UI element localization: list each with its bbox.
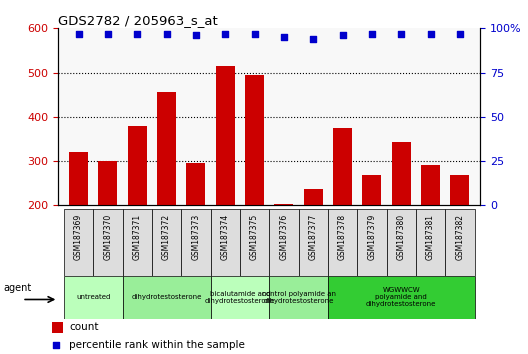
Text: GSM187371: GSM187371: [133, 214, 142, 260]
Point: [250, 31, 259, 36]
Point: [427, 31, 435, 36]
Text: GSM187378: GSM187378: [338, 214, 347, 260]
Bar: [269, 276, 328, 319]
Text: GSM187379: GSM187379: [367, 214, 376, 261]
Bar: [152, 209, 181, 276]
Text: GSM187372: GSM187372: [162, 214, 171, 260]
Bar: [52, 322, 63, 333]
Text: untreated: untreated: [76, 295, 110, 300]
Point: [456, 31, 464, 36]
Bar: [211, 209, 240, 276]
Bar: [181, 209, 211, 276]
Text: GSM187382: GSM187382: [456, 214, 465, 260]
Text: control polyamide an
dihydrotestosterone: control polyamide an dihydrotestosterone: [261, 291, 336, 304]
Bar: [186, 163, 205, 294]
Text: GSM187381: GSM187381: [426, 214, 435, 260]
Bar: [216, 66, 235, 294]
Point: [397, 31, 406, 36]
Bar: [328, 276, 475, 319]
Bar: [122, 209, 152, 276]
Text: dihydrotestosterone: dihydrotestosterone: [131, 295, 202, 300]
Text: GSM187380: GSM187380: [397, 214, 406, 260]
Text: WGWWCW
polyamide and
dihydrotestosterone: WGWWCW polyamide and dihydrotestosterone: [366, 287, 437, 307]
Point: [163, 31, 171, 36]
Point: [309, 36, 317, 42]
Point: [192, 33, 200, 38]
Bar: [98, 161, 117, 294]
Bar: [421, 165, 440, 294]
Bar: [64, 209, 93, 276]
Bar: [64, 276, 122, 319]
Point: [367, 31, 376, 36]
Point: [338, 33, 347, 38]
Text: GSM187377: GSM187377: [309, 214, 318, 261]
Point: [221, 31, 230, 36]
Bar: [299, 209, 328, 276]
Text: GSM187373: GSM187373: [192, 214, 201, 261]
Point: [52, 342, 60, 348]
Bar: [157, 92, 176, 294]
Bar: [122, 276, 211, 319]
Text: GSM187370: GSM187370: [103, 214, 112, 261]
Point: [133, 31, 142, 36]
Bar: [445, 209, 475, 276]
Bar: [275, 205, 294, 294]
Text: GSM187376: GSM187376: [279, 214, 288, 261]
Bar: [269, 209, 299, 276]
Text: count: count: [69, 322, 99, 332]
Point: [103, 31, 112, 36]
Text: percentile rank within the sample: percentile rank within the sample: [69, 340, 245, 350]
Text: agent: agent: [3, 283, 32, 293]
Bar: [333, 128, 352, 294]
Bar: [328, 209, 357, 276]
Bar: [69, 152, 88, 294]
Bar: [357, 209, 386, 276]
Bar: [128, 126, 147, 294]
Bar: [362, 175, 382, 294]
Bar: [386, 209, 416, 276]
Bar: [240, 209, 269, 276]
Text: GSM187374: GSM187374: [221, 214, 230, 261]
Text: GSM187369: GSM187369: [74, 214, 83, 261]
Bar: [93, 209, 122, 276]
Point: [74, 31, 83, 36]
Bar: [450, 175, 469, 294]
Text: bicalutamide and
dihydrotestosterone: bicalutamide and dihydrotestosterone: [205, 291, 275, 304]
Bar: [416, 209, 445, 276]
Text: GDS2782 / 205963_s_at: GDS2782 / 205963_s_at: [58, 14, 218, 27]
Text: GSM187375: GSM187375: [250, 214, 259, 261]
Bar: [304, 189, 323, 294]
Bar: [211, 276, 269, 319]
Point: [280, 34, 288, 40]
Bar: [392, 143, 411, 294]
Bar: [245, 75, 264, 294]
